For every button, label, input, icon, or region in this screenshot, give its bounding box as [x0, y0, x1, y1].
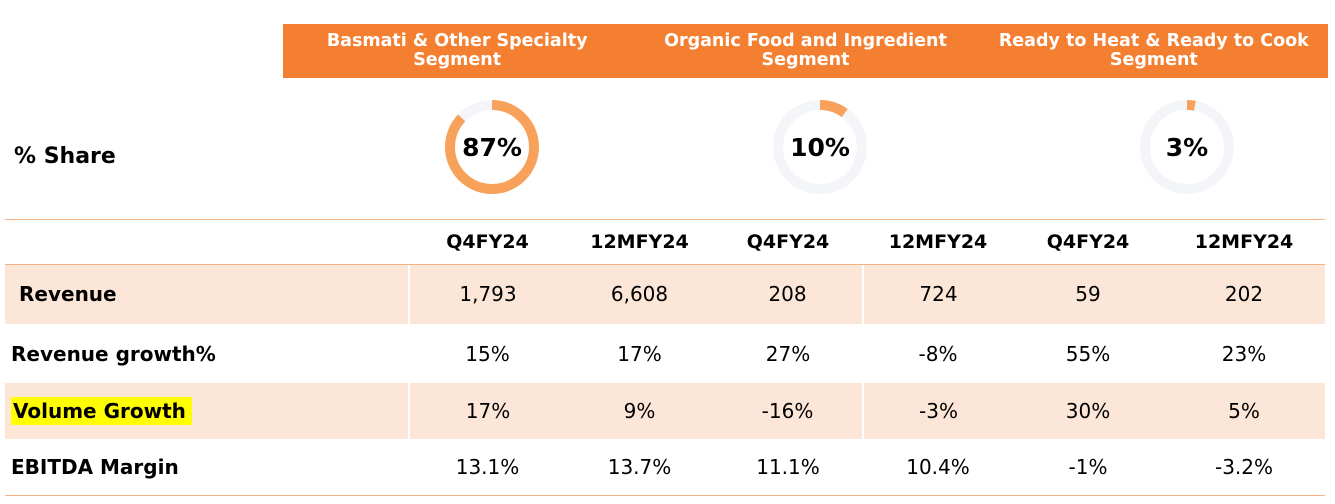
divider-bottom [5, 495, 1325, 496]
segment-title: Ready to Heat & Ready to Cook Segment [998, 31, 1309, 70]
table-cell: 9% [566, 383, 713, 439]
share-label: % Share [14, 144, 116, 169]
table-row-revenue: Revenue 1,793 6,608 208 724 59 202 [5, 264, 1325, 324]
donut-chart [1140, 100, 1234, 194]
table-cell: 10.4% [906, 455, 970, 479]
table-cell: 27% [765, 341, 811, 366]
table-cell: 30% [1013, 383, 1163, 439]
segment-header-organic: Organic Food and Ingredient Segment [631, 24, 979, 78]
segment-title: Basmati & Other Specialty Segment [326, 31, 588, 70]
table-cell: 15% [465, 341, 510, 366]
share-donut-rth: 3% [1137, 97, 1237, 197]
period-header: Q4FY24 [746, 231, 830, 253]
table-cell: 6,608 [566, 264, 713, 324]
segment-header-basmati: Basmati & Other Specialty Segment [283, 24, 631, 78]
row-label-text: EBITDA Margin [11, 455, 179, 479]
period-header: 12MFY24 [888, 231, 988, 253]
row-label-text: Revenue growth% [11, 341, 216, 366]
table-row-ebitda-margin: EBITDA Margin 13.1% 13.7% 11.1% 10.4% -1… [5, 439, 1325, 495]
share-value: 10% [790, 132, 850, 162]
segment-header-rth: Ready to Heat & Ready to Cook Segment [980, 24, 1328, 78]
table-cell: -16% [713, 383, 863, 439]
table-cell: 1,793 [408, 264, 566, 324]
divider-header [5, 264, 1325, 265]
table-row-volume-growth: Volume Growth 17% 9% -16% -3% 30% 5% [5, 383, 1325, 439]
segment-header-bar: Basmati & Other Specialty Segment Organi… [283, 24, 1328, 78]
donut-chart [445, 100, 539, 194]
row-label: Volume Growth [5, 383, 409, 439]
table-cell: 202 [1163, 264, 1325, 324]
share-donut-organic: 10% [770, 97, 870, 197]
row-label: Revenue growth% [5, 324, 409, 383]
period-header: 12MFY24 [590, 231, 689, 253]
header-empty-cell [5, 220, 409, 264]
donut-share-arc [445, 100, 539, 194]
table-cell: -3.2% [1214, 455, 1274, 479]
period-header-row: Q4FY24 12MFY24 Q4FY24 12MFY24 Q4FY24 12M… [5, 220, 1325, 264]
table-row-revenue-growth: Revenue growth% 15% 17% 27% -8% 55% 23% [5, 324, 1325, 383]
row-label: EBITDA Margin [5, 439, 409, 495]
period-header: Q4FY24 [1046, 231, 1130, 253]
table-cell: -8% [918, 341, 958, 366]
table-cell: 208 [713, 264, 863, 324]
table-cell: 55% [1065, 341, 1111, 366]
table-cell: 13.1% [455, 455, 520, 479]
share-value: 3% [1165, 132, 1209, 162]
table-cell: -3% [862, 383, 1013, 439]
share-donut-basmati: 87% [442, 97, 542, 197]
row-label: Revenue [5, 264, 409, 324]
table-cell: 17% [408, 383, 566, 439]
highlighted-row-label: Volume Growth [11, 397, 192, 425]
row-label-text: Revenue [19, 282, 117, 306]
segment-metrics-table: Q4FY24 12MFY24 Q4FY24 12MFY24 Q4FY24 12M… [5, 220, 1326, 495]
table-cell: 59 [1013, 264, 1163, 324]
table-cell: 17% [617, 341, 662, 366]
table-cell: -1% [1068, 455, 1108, 479]
table-cell: 5% [1163, 383, 1325, 439]
donut-chart [773, 100, 867, 194]
segment-title: Organic Food and Ingredient Segment [664, 31, 947, 70]
share-value: 87% [462, 132, 522, 162]
period-header: 12MFY24 [1194, 231, 1294, 253]
table-cell: 13.7% [607, 455, 672, 479]
table-cell: 11.1% [756, 455, 820, 479]
divider-top [5, 219, 1325, 220]
donut-share-arc [773, 100, 867, 194]
table-cell: 23% [1221, 341, 1267, 366]
table-cell: 724 [862, 264, 1013, 324]
period-header: Q4FY24 [446, 231, 529, 253]
donut-share-arc [1140, 100, 1234, 194]
